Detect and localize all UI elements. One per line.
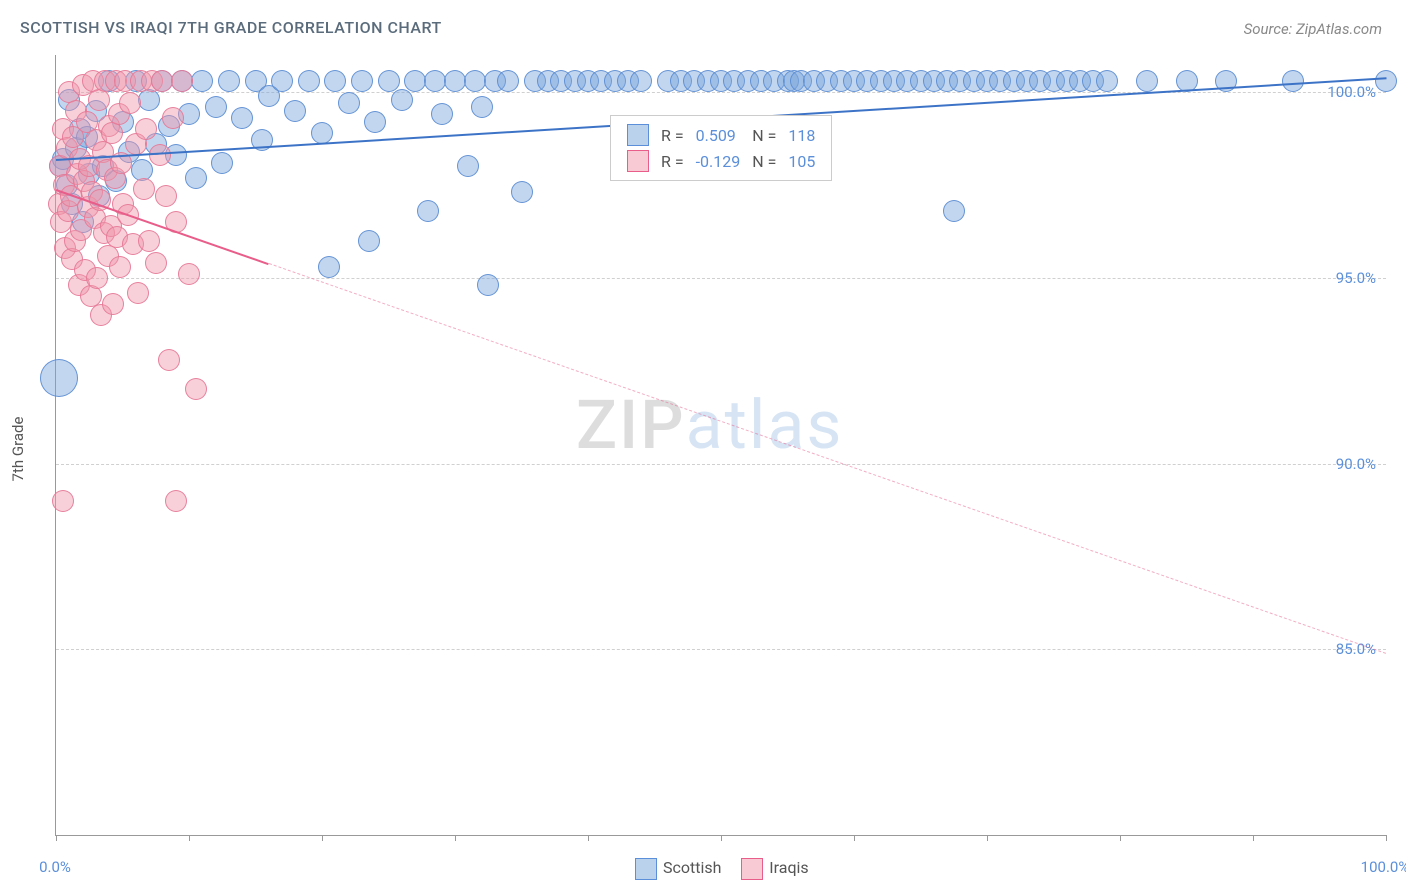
legend-scottish: Scottish bbox=[635, 858, 721, 877]
data-point bbox=[178, 263, 200, 285]
data-point bbox=[86, 267, 108, 289]
data-point bbox=[185, 378, 207, 400]
x-tick bbox=[987, 835, 988, 841]
data-point bbox=[324, 70, 346, 92]
iraqis-label: Iraqis bbox=[769, 858, 808, 877]
data-point bbox=[298, 70, 320, 92]
data-point bbox=[155, 185, 177, 207]
data-point bbox=[127, 282, 149, 304]
data-point bbox=[145, 252, 167, 274]
data-point bbox=[271, 70, 293, 92]
data-point bbox=[158, 349, 180, 371]
legend-swatch bbox=[627, 124, 649, 146]
data-point bbox=[185, 167, 207, 189]
data-point bbox=[444, 70, 466, 92]
data-point bbox=[149, 144, 171, 166]
data-point bbox=[218, 70, 240, 92]
data-point bbox=[284, 100, 306, 122]
data-point bbox=[1282, 70, 1304, 92]
data-point bbox=[171, 70, 193, 92]
watermark-zip: ZIP bbox=[576, 385, 686, 465]
gridline bbox=[56, 92, 1386, 93]
data-point bbox=[151, 70, 173, 92]
y-tick-label: 100.0% bbox=[1327, 83, 1376, 101]
x-tick bbox=[1120, 835, 1121, 841]
x-tick bbox=[1253, 835, 1254, 841]
chart-title: SCOTTISH VS IRAQI 7TH GRADE CORRELATION … bbox=[20, 18, 442, 37]
data-point bbox=[338, 92, 360, 114]
y-axis-label: 7th Grade bbox=[9, 417, 27, 482]
scottish-swatch bbox=[635, 858, 657, 880]
data-point bbox=[943, 200, 965, 222]
x-tick-label: 100.0% bbox=[1361, 858, 1406, 876]
data-point bbox=[424, 70, 446, 92]
legend-row: R =-0.129N =105 bbox=[621, 148, 821, 174]
data-point bbox=[165, 490, 187, 512]
data-point bbox=[391, 89, 413, 111]
data-point bbox=[358, 230, 380, 252]
x-tick-label: 0.0% bbox=[39, 858, 71, 876]
data-point bbox=[1096, 70, 1118, 92]
x-tick bbox=[322, 835, 323, 841]
data-point bbox=[138, 230, 160, 252]
data-point bbox=[133, 178, 155, 200]
data-point bbox=[191, 70, 213, 92]
watermark: ZIPatlas bbox=[576, 385, 844, 465]
x-tick bbox=[588, 835, 589, 841]
gridline bbox=[56, 649, 1386, 650]
gridline bbox=[56, 464, 1386, 465]
x-tick bbox=[721, 835, 722, 841]
y-tick-label: 90.0% bbox=[1336, 455, 1376, 473]
data-point bbox=[205, 96, 227, 118]
data-point bbox=[497, 70, 519, 92]
data-point bbox=[471, 96, 493, 118]
data-point bbox=[417, 200, 439, 222]
data-point bbox=[351, 70, 373, 92]
data-point bbox=[477, 274, 499, 296]
data-point bbox=[511, 181, 533, 203]
scottish-label: Scottish bbox=[663, 858, 721, 877]
y-tick-label: 95.0% bbox=[1336, 269, 1376, 287]
data-point bbox=[431, 103, 453, 125]
x-tick bbox=[56, 835, 57, 841]
trend-line bbox=[269, 263, 1387, 654]
gridline bbox=[56, 278, 1386, 279]
data-point bbox=[464, 70, 486, 92]
x-tick bbox=[1386, 835, 1387, 841]
data-point bbox=[1136, 70, 1158, 92]
data-point bbox=[311, 122, 333, 144]
data-point bbox=[119, 92, 141, 114]
data-point bbox=[457, 155, 479, 177]
iraqis-swatch bbox=[741, 858, 763, 880]
watermark-atlas: atlas bbox=[686, 385, 844, 465]
series-legend: Scottish Iraqis bbox=[635, 858, 809, 880]
data-point bbox=[318, 256, 340, 278]
legend-iraqis: Iraqis bbox=[741, 858, 808, 877]
data-point bbox=[52, 490, 74, 512]
data-point bbox=[630, 70, 652, 92]
legend-swatch bbox=[627, 150, 649, 172]
data-point bbox=[404, 70, 426, 92]
data-point bbox=[1375, 70, 1397, 92]
x-tick bbox=[854, 835, 855, 841]
data-point bbox=[40, 359, 78, 397]
data-point bbox=[109, 256, 131, 278]
source-attribution: Source: ZipAtlas.com bbox=[1244, 20, 1382, 38]
correlation-legend: R =0.509N =118R =-0.129N =105 bbox=[610, 115, 832, 181]
data-point bbox=[162, 107, 184, 129]
legend-row: R =0.509N =118 bbox=[621, 122, 821, 148]
data-point bbox=[102, 293, 124, 315]
data-point bbox=[211, 152, 233, 174]
data-point bbox=[231, 107, 253, 129]
data-point bbox=[135, 118, 157, 140]
x-tick bbox=[189, 835, 190, 841]
x-tick bbox=[455, 835, 456, 841]
data-point bbox=[364, 111, 386, 133]
